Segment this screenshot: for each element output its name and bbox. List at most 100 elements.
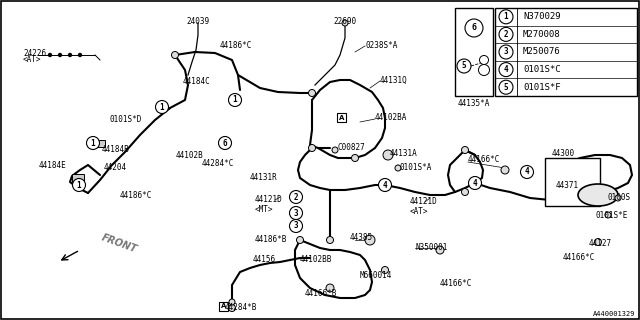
Circle shape bbox=[308, 90, 316, 97]
Circle shape bbox=[172, 52, 179, 59]
Text: 44156: 44156 bbox=[253, 255, 276, 265]
Circle shape bbox=[499, 28, 513, 41]
Text: 44385: 44385 bbox=[350, 234, 373, 243]
Circle shape bbox=[342, 20, 348, 26]
Text: <MT>: <MT> bbox=[255, 205, 273, 214]
Text: 0101S*D: 0101S*D bbox=[110, 116, 142, 124]
Text: 24039: 24039 bbox=[186, 18, 209, 27]
Circle shape bbox=[74, 181, 82, 189]
Circle shape bbox=[479, 65, 490, 76]
Circle shape bbox=[365, 235, 375, 245]
Text: 44371: 44371 bbox=[556, 180, 579, 189]
Text: 44184B: 44184B bbox=[102, 145, 130, 154]
Bar bbox=[545, 158, 600, 206]
Circle shape bbox=[289, 190, 303, 204]
Circle shape bbox=[79, 53, 81, 57]
Circle shape bbox=[156, 100, 168, 114]
Text: N350001: N350001 bbox=[415, 244, 447, 252]
Text: 44184E: 44184E bbox=[39, 162, 67, 171]
Bar bbox=[337, 113, 346, 122]
Circle shape bbox=[383, 150, 393, 160]
Text: 5: 5 bbox=[504, 83, 508, 92]
Text: A440001329: A440001329 bbox=[593, 311, 635, 317]
Circle shape bbox=[468, 177, 481, 189]
Circle shape bbox=[332, 147, 338, 153]
Text: M250076: M250076 bbox=[523, 47, 561, 57]
Text: 44186*B: 44186*B bbox=[255, 236, 287, 244]
Circle shape bbox=[228, 305, 236, 311]
Text: FRONT: FRONT bbox=[100, 233, 138, 255]
Text: 44131A: 44131A bbox=[390, 148, 418, 157]
Text: 24226: 24226 bbox=[23, 49, 46, 58]
Circle shape bbox=[499, 10, 513, 24]
Bar bbox=[72, 174, 84, 182]
Text: 6: 6 bbox=[472, 23, 477, 33]
Circle shape bbox=[218, 137, 232, 149]
Text: 44127: 44127 bbox=[589, 239, 612, 249]
Text: 44102B: 44102B bbox=[176, 150, 204, 159]
Bar bbox=[455, 8, 493, 96]
Circle shape bbox=[72, 179, 86, 191]
Text: 44166*C: 44166*C bbox=[468, 156, 500, 164]
Text: 1: 1 bbox=[91, 139, 95, 148]
Circle shape bbox=[461, 188, 468, 196]
Circle shape bbox=[68, 53, 72, 57]
Text: 4: 4 bbox=[473, 179, 477, 188]
Circle shape bbox=[501, 166, 509, 174]
Text: 3: 3 bbox=[504, 47, 508, 57]
Text: 44121D: 44121D bbox=[410, 197, 438, 206]
Text: 3: 3 bbox=[294, 209, 298, 218]
Text: 44121D: 44121D bbox=[255, 196, 283, 204]
Text: 0100S: 0100S bbox=[608, 194, 631, 203]
Text: 0101S*F: 0101S*F bbox=[523, 83, 561, 92]
Text: 44284*C: 44284*C bbox=[202, 158, 234, 167]
Text: 6: 6 bbox=[223, 139, 227, 148]
Text: 1: 1 bbox=[504, 12, 508, 21]
Text: 44204: 44204 bbox=[104, 164, 127, 172]
Text: N370029: N370029 bbox=[523, 12, 561, 21]
Circle shape bbox=[499, 80, 513, 94]
Text: 44131Q: 44131Q bbox=[380, 76, 408, 84]
Text: 44102BA: 44102BA bbox=[375, 114, 408, 123]
Circle shape bbox=[461, 147, 468, 154]
Text: 1: 1 bbox=[233, 95, 237, 105]
Text: A: A bbox=[221, 303, 226, 309]
Circle shape bbox=[605, 212, 611, 218]
Text: 5: 5 bbox=[461, 61, 467, 70]
Text: 4: 4 bbox=[504, 65, 508, 74]
Circle shape bbox=[395, 165, 401, 171]
Text: 44166*B: 44166*B bbox=[305, 289, 337, 298]
Circle shape bbox=[351, 155, 358, 162]
Text: 44186*C: 44186*C bbox=[220, 41, 252, 50]
Circle shape bbox=[378, 179, 392, 191]
Text: M660014: M660014 bbox=[360, 271, 392, 281]
Text: 2: 2 bbox=[504, 30, 508, 39]
Text: <AT>: <AT> bbox=[23, 55, 42, 65]
Circle shape bbox=[308, 145, 316, 151]
Text: 4: 4 bbox=[383, 180, 387, 189]
Text: 0238S*A: 0238S*A bbox=[365, 41, 397, 50]
Text: 1: 1 bbox=[160, 102, 164, 111]
Text: 44300: 44300 bbox=[552, 148, 575, 157]
Circle shape bbox=[229, 299, 235, 305]
Bar bbox=[95, 140, 105, 147]
Text: 44284*B: 44284*B bbox=[225, 303, 257, 313]
Bar bbox=[495, 8, 637, 96]
Text: A: A bbox=[339, 115, 344, 121]
Circle shape bbox=[289, 206, 303, 220]
Text: 0101S*A: 0101S*A bbox=[400, 163, 433, 172]
Circle shape bbox=[499, 45, 513, 59]
Text: C00827: C00827 bbox=[338, 143, 365, 153]
Circle shape bbox=[228, 93, 241, 107]
Text: 0101S*E: 0101S*E bbox=[596, 211, 628, 220]
Text: M270008: M270008 bbox=[523, 30, 561, 39]
Text: 3: 3 bbox=[294, 221, 298, 230]
Text: 44131R: 44131R bbox=[250, 173, 278, 182]
Text: <AT>: <AT> bbox=[410, 207, 429, 217]
Circle shape bbox=[296, 236, 303, 244]
Text: 2: 2 bbox=[294, 193, 298, 202]
Text: 44186*C: 44186*C bbox=[120, 190, 152, 199]
Text: 44166*C: 44166*C bbox=[440, 278, 472, 287]
Circle shape bbox=[381, 267, 388, 274]
Text: 0101S*C: 0101S*C bbox=[523, 65, 561, 74]
